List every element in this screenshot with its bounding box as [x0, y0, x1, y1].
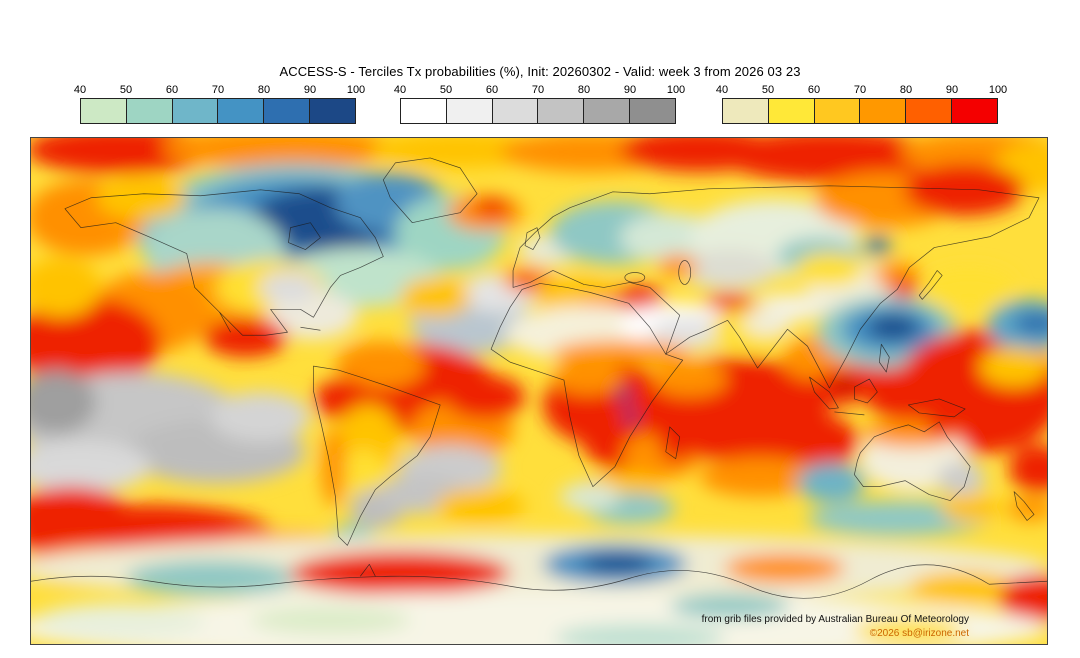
colorbar-cell — [264, 99, 311, 123]
coastline-greenland — [382, 157, 478, 224]
colorbar-tick-label: 100 — [346, 84, 366, 96]
colorbar-cell — [492, 99, 539, 123]
colorbar-tick-label: 40 — [715, 84, 729, 96]
probability-field — [31, 138, 1047, 644]
coastline-uk — [524, 227, 541, 250]
colorbar-cell — [446, 99, 493, 123]
colorbar-cell — [814, 99, 861, 123]
black-sea — [624, 272, 646, 283]
colorbar-tick-label: 100 — [988, 84, 1008, 96]
colorbar-cell — [584, 99, 631, 123]
colorbar-tick-label: 50 — [439, 84, 453, 96]
coastline-borneo — [854, 378, 878, 404]
coastline-africa — [490, 283, 684, 487]
colorbar-tick-label: 70 — [853, 84, 867, 96]
colorbar-tick-label: 90 — [945, 84, 959, 96]
colorbar-cell — [172, 99, 219, 123]
colorbar-near-normal: 40 50 60 70 80 90 100 — [394, 84, 685, 124]
provider-credit-line: from grib files provided by Australian B… — [701, 614, 969, 625]
colorbar-cell — [952, 99, 997, 123]
colorbar-tick-label: 80 — [257, 84, 271, 96]
copyright-line: ©2026 sb@irizone.net — [869, 628, 969, 639]
colorbar-tick-label: 90 — [623, 84, 637, 96]
colorbar-ticks: 40 50 60 70 80 90 100 — [74, 84, 365, 97]
colorbar-bar — [80, 98, 356, 124]
probability-blobs — [31, 138, 1047, 644]
colorbar-tick-label: 40 — [73, 84, 87, 96]
coastline-madagascar — [665, 426, 681, 460]
colorbar-tick-label: 100 — [666, 84, 686, 96]
coastline-antarctica — [31, 564, 1047, 599]
colorbar-cell — [401, 99, 447, 123]
coastline-sumatra — [809, 376, 839, 410]
coastline-hudson-bay — [288, 222, 321, 250]
colorbar-bar — [400, 98, 676, 124]
colorbar-cell — [538, 99, 585, 123]
colorbar-tick-label: 80 — [899, 84, 913, 96]
coastline-japan — [918, 270, 943, 300]
coastline-philippines — [878, 343, 890, 373]
colorbar-cell — [768, 99, 815, 123]
colorbar-ticks: 40 50 60 70 80 90 100 — [394, 84, 685, 97]
colorbar-cell — [126, 99, 173, 123]
world-map: from grib files provided by Australian B… — [30, 137, 1048, 645]
map-title: ACCESS-S - Terciles Tx probabilities (%)… — [279, 64, 801, 79]
colorbar-tick-label: 60 — [485, 84, 499, 96]
colorbar-above-normal: 40 50 60 70 80 90 100 — [716, 84, 1007, 124]
coastline-south-america — [313, 365, 441, 546]
colorbar-cell — [81, 99, 127, 123]
colorbar-cell — [218, 99, 265, 123]
coastline-new-zealand — [1013, 491, 1035, 521]
coastline-baja — [219, 312, 231, 333]
coastline-australia — [854, 421, 971, 501]
colorbar-tick-label: 70 — [531, 84, 545, 96]
coastline-antarctic-peninsula — [360, 563, 376, 577]
colorbar-ticks: 40 50 60 70 80 90 100 — [716, 84, 1007, 97]
colorbar-tick-label: 70 — [211, 84, 225, 96]
colorbar-tick-label: 50 — [761, 84, 775, 96]
colorbar-tick-label: 80 — [577, 84, 591, 96]
colorbar-cell — [310, 99, 355, 123]
colorbar-tick-label: 90 — [303, 84, 317, 96]
colorbar-bar — [722, 98, 998, 124]
colorbar-cell — [630, 99, 675, 123]
colorbar-cell — [906, 99, 953, 123]
caspian-sea — [678, 260, 692, 285]
coastline-cuba — [300, 326, 321, 331]
coastline-java — [834, 411, 865, 416]
colorbar-tick-label: 60 — [807, 84, 821, 96]
colorbar-tick-label: 60 — [165, 84, 179, 96]
coastlines — [31, 157, 1047, 599]
colorbar-cell — [860, 99, 907, 123]
colorbar-cell — [723, 99, 769, 123]
coastline-new-guinea — [907, 398, 966, 418]
coastline-eurasia — [512, 185, 1040, 389]
colorbar-below-normal: 40 50 60 70 80 90 100 — [74, 84, 365, 124]
coastline-north-america — [64, 189, 384, 336]
colorbar-tick-label: 40 — [393, 84, 407, 96]
colorbar-tick-label: 50 — [119, 84, 133, 96]
